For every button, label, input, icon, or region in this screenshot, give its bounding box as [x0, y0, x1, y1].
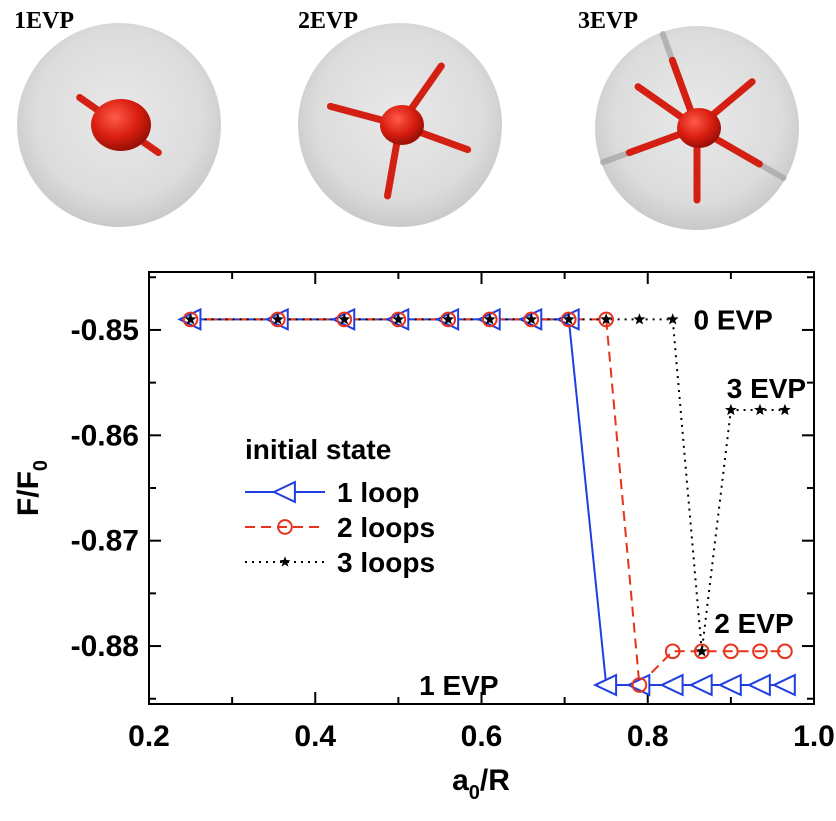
data-point-3	[442, 313, 455, 325]
plot-frame	[148, 271, 815, 705]
data-point-1	[688, 673, 713, 697]
legend-entry-label: 3 loops	[337, 547, 435, 578]
data-point-3	[600, 313, 613, 325]
data-point-3	[338, 313, 351, 325]
data-point-3	[666, 313, 679, 325]
data-point-2	[723, 643, 739, 660]
legend-swatch-marker	[279, 556, 291, 567]
data-point-1	[746, 673, 771, 697]
sphere-panels: 1EVP 2EVP 3EVP	[14, 8, 799, 230]
data-point-2	[481, 311, 498, 328]
data-point-1	[717, 673, 742, 697]
vortex-core	[91, 99, 151, 151]
legend-swatch-marker	[277, 519, 293, 535]
y-tick-label: -0.88	[71, 630, 139, 663]
data-point-2	[182, 311, 199, 328]
vortex-ghost	[600, 149, 633, 166]
data-point-1	[592, 673, 618, 697]
annotations: 0 EVP 3 EVP 2 EVP 1 EVP	[419, 304, 806, 701]
series-line-1	[190, 318, 785, 686]
annotation-label: 1 EVP	[419, 670, 498, 701]
data-point-3	[633, 313, 646, 325]
sphere-panel-3: 3EVP	[578, 8, 799, 230]
x-tick-label: 0.2	[128, 720, 170, 753]
data-point-3	[271, 313, 284, 325]
chart: 0.2 0.4 0.6 0.8 1.0 -0.85 -0.86 -0.87 -0.88 0 EV…	[12, 271, 835, 804]
annotation-label: 3 EVP	[727, 373, 806, 404]
sphere-panel-2: 2EVP	[298, 8, 502, 227]
series-markers	[177, 307, 796, 697]
x-tick-label: 0.4	[294, 720, 336, 753]
legend-entry-label: 1 loop	[337, 477, 419, 508]
x-axis-label: a0/R	[452, 764, 510, 804]
x-tick-label: 0.6	[461, 720, 503, 753]
data-point-2	[631, 677, 648, 693]
data-point-2	[390, 311, 407, 328]
data-point-3	[525, 313, 538, 325]
data-point-3	[695, 645, 708, 657]
data-point-2	[777, 643, 793, 660]
data-point-2	[693, 643, 710, 660]
data-point-3	[184, 313, 197, 325]
data-point-2	[270, 311, 286, 328]
data-point-3	[562, 313, 575, 325]
y-tick-label: -0.87	[71, 525, 139, 558]
y-axis-label: F/F0	[12, 460, 52, 516]
data-point-2	[440, 311, 457, 328]
x-tick-label: 0.8	[627, 720, 669, 753]
data-point-1	[771, 673, 796, 697]
data-point-2	[598, 311, 615, 328]
legend: initial state 1 loop 2 loops 3 loops	[245, 434, 435, 578]
data-point-2	[336, 311, 353, 328]
annotation-label: 0 EVP	[693, 304, 772, 335]
series-line-3	[190, 318, 785, 652]
data-point-1	[659, 673, 684, 697]
panel-label: 1EVP	[14, 8, 74, 34]
series-lines	[190, 318, 785, 688]
y-tick-label: -0.86	[71, 419, 139, 452]
tick-labels: 0.2 0.4 0.6 0.8 1.0 -0.85 -0.86 -0.87 -0.88	[71, 314, 835, 753]
data-point-3	[392, 313, 405, 325]
vortex-core	[677, 108, 721, 148]
data-point-2	[664, 643, 681, 660]
data-point-2	[523, 311, 540, 328]
vortex-core	[380, 105, 424, 145]
data-point-2	[752, 643, 768, 660]
data-point-3	[724, 403, 737, 416]
legend-entry-label: 2 loops	[337, 512, 435, 543]
sphere-panel-1: 1EVP	[14, 8, 221, 227]
data-point-2	[560, 311, 577, 328]
legend-title: initial state	[245, 434, 391, 465]
annotation-label: 2 EVP	[714, 608, 793, 639]
data-point-3	[779, 403, 791, 416]
vortex-ghost	[756, 161, 787, 181]
x-tick-label: 1.0	[793, 720, 835, 753]
series-line-2	[190, 318, 785, 688]
data-point-3	[754, 403, 766, 416]
legend-swatch-marker	[271, 480, 296, 504]
vortex-ghost	[659, 31, 676, 64]
panel-label: 3EVP	[578, 8, 638, 34]
panel-label: 2EVP	[298, 8, 358, 34]
y-tick-label: -0.85	[71, 314, 139, 347]
data-point-3	[483, 313, 496, 325]
axis-ticks	[148, 272, 815, 704]
